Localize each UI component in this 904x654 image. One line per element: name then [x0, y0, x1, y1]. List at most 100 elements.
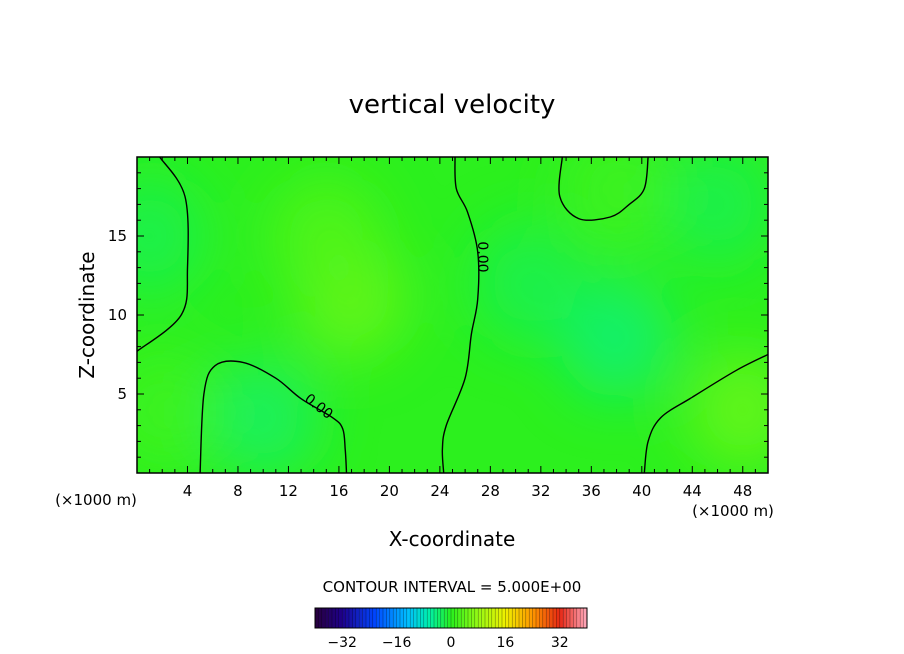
colorbar-segment — [464, 608, 469, 628]
colorbar-segment — [332, 608, 336, 628]
colorbar-segment — [321, 608, 326, 628]
zero-contour-line — [199, 360, 348, 473]
colorbar-segment — [512, 608, 516, 628]
plot-area — [136, 156, 769, 474]
colorbar-segment — [389, 608, 394, 628]
x-tick-label: 20 — [380, 482, 399, 500]
colorbar-segment — [566, 608, 571, 628]
zero-contour-line — [643, 353, 768, 473]
colorbar-segment — [403, 608, 407, 628]
zero-contour-line — [137, 157, 189, 352]
x-tick-label: 40 — [632, 482, 651, 500]
colorbar-segment — [583, 608, 588, 628]
colorbar-segment — [406, 608, 411, 628]
x-tick-label: 16 — [329, 482, 348, 500]
colorbar-segment — [461, 608, 465, 628]
field-blob — [473, 223, 584, 344]
colorbar-segment — [376, 608, 380, 628]
colorbar-segment — [454, 608, 458, 628]
colorbar-segment — [539, 608, 543, 628]
colorbar-segment — [396, 608, 401, 628]
colorbar-segment — [410, 608, 414, 628]
colorbar-segment — [529, 608, 533, 628]
colorbar-segment — [481, 608, 486, 628]
colorbar-segment — [532, 608, 537, 628]
x-tick-label: 8 — [233, 482, 243, 500]
colorbar-segment — [457, 608, 462, 628]
field-shading — [137, 157, 768, 473]
x-tick-label: 48 — [733, 482, 752, 500]
field-blob — [561, 157, 672, 249]
colorbar-segment — [505, 608, 509, 628]
colorbar-segment — [542, 608, 547, 628]
colorbar-tick-label: 16 — [496, 635, 514, 651]
colorbar-segment — [536, 608, 540, 628]
colorbar-segment — [553, 608, 557, 628]
x-tick-label: 28 — [481, 482, 500, 500]
y-tick-label: 15 — [108, 227, 127, 245]
colorbar-segment — [556, 608, 560, 628]
colorbar-segment — [440, 608, 445, 628]
colorbar-tick-label: 32 — [551, 635, 569, 651]
colorbar-segment — [559, 608, 564, 628]
colorbar-segment — [491, 608, 496, 628]
colorbar-segment — [369, 608, 373, 628]
colorbar-segment — [468, 608, 472, 628]
colorbar-tick-label: −16 — [382, 635, 412, 651]
colorbar-segment — [515, 608, 520, 628]
y-tick-labels: 5 10 15 — [108, 227, 127, 403]
x-axis-label: X-coordinate — [389, 527, 516, 551]
x-tick-label: 24 — [430, 482, 449, 500]
colorbar-segment — [495, 608, 499, 628]
colorbar-segment — [427, 608, 431, 628]
colorbar-segment — [474, 608, 479, 628]
zero-contours — [137, 157, 768, 473]
colorbar-segment — [563, 608, 567, 628]
field-blob — [271, 176, 382, 296]
x-unit-label-right: (×1000 m) — [692, 502, 774, 520]
colorbar-tick-labels: −32 −16 0 16 32 — [327, 635, 568, 651]
axis-ticks — [137, 157, 768, 473]
colorbar-segment — [549, 608, 554, 628]
field-blob — [561, 278, 672, 399]
colorbar-segment — [335, 608, 339, 628]
colorbar-segment — [570, 608, 574, 628]
colorbar-segment — [522, 608, 526, 628]
colorbar-segment — [342, 608, 346, 628]
x-tick-label: 12 — [279, 482, 298, 500]
colorbar-segment — [352, 608, 356, 628]
colorbar-segment — [478, 608, 482, 628]
colorbar-segment — [325, 608, 329, 628]
colorbar-segment — [315, 608, 319, 628]
colorbar-segment — [393, 608, 397, 628]
colorbar-segment — [328, 608, 333, 628]
colorbar — [314, 607, 588, 629]
colorbar-segment — [485, 608, 489, 628]
x-tick-label: 32 — [531, 482, 550, 500]
colorbar-segment — [400, 608, 404, 628]
field-blob — [208, 357, 319, 473]
zero-contour-line — [558, 157, 649, 221]
field-blob — [662, 157, 768, 265]
colorbar-segment — [413, 608, 418, 628]
colorbar-segment — [502, 608, 506, 628]
colorbar-segment — [573, 608, 577, 628]
colorbar-segment — [359, 608, 363, 628]
colorbar-segment — [546, 608, 550, 628]
colorbar-segment — [345, 608, 350, 628]
colorbar-segment — [423, 608, 428, 628]
colorbar-tick-label: 0 — [447, 635, 456, 651]
colorbar-segment — [383, 608, 387, 628]
chart-title: vertical velocity — [349, 90, 556, 120]
colorbar-segment — [430, 608, 435, 628]
colorbar-segment — [379, 608, 384, 628]
field-blob — [687, 349, 768, 470]
colorbar-tick-label: −32 — [327, 635, 357, 651]
colorbar-segment — [420, 608, 424, 628]
zero-contour-line — [441, 157, 480, 473]
y-tick-label: 5 — [117, 385, 127, 403]
field-blob — [137, 349, 218, 470]
colorbar-segment — [372, 608, 377, 628]
colorbar-segment — [488, 608, 492, 628]
